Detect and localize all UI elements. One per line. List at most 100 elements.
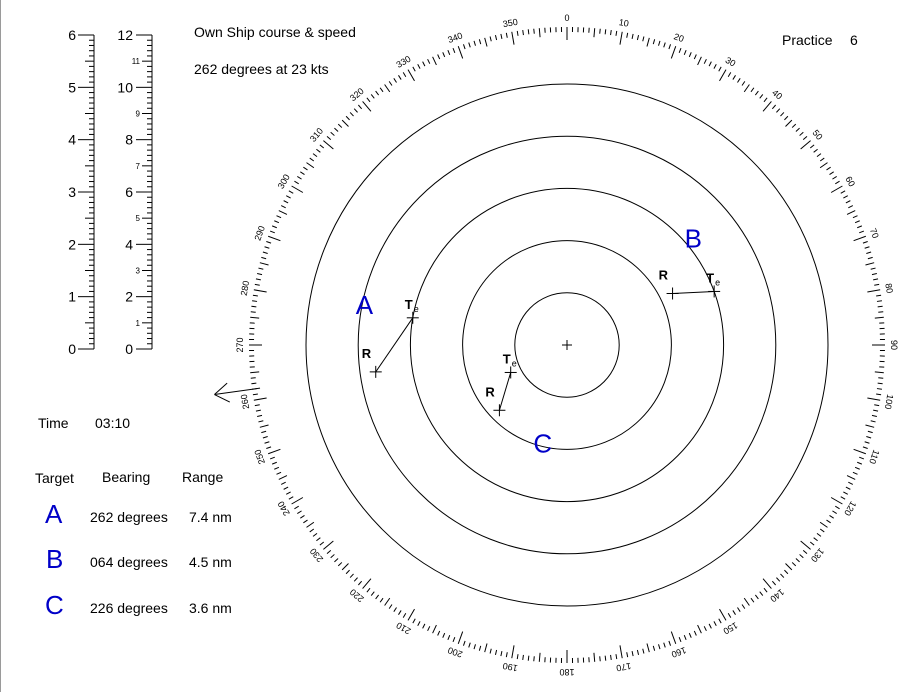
bearing-label: 180 (559, 667, 574, 677)
left-scale-label: 0 (68, 341, 76, 357)
bearing-tick (846, 210, 856, 215)
bearing-tick (866, 251, 872, 254)
bearing-tick (268, 235, 281, 242)
bearing-tick (288, 496, 294, 500)
bearing-tick (870, 420, 876, 423)
bearing-tick (813, 537, 818, 542)
row-c-target: C (45, 590, 64, 620)
target-b-te-subscript: e (715, 277, 720, 287)
own-ship-label: Own Ship course & speed (194, 24, 356, 40)
bearing-tick (323, 540, 334, 550)
bearing-tick (379, 87, 384, 93)
bearing-tick (312, 153, 318, 158)
bearing-tick (375, 594, 380, 600)
bearing-tick (252, 393, 258, 396)
bearing-tick (393, 78, 397, 83)
bearing-tick (478, 645, 482, 651)
bearing-tick (266, 240, 272, 244)
bearing-tick (835, 505, 840, 510)
bearing-tick (799, 554, 804, 559)
bearing-tick (848, 481, 854, 485)
bearing-label: 340 (446, 30, 464, 45)
bearing-tick (457, 631, 464, 644)
bearing-tick (264, 441, 270, 444)
bearing-tick (250, 316, 260, 319)
bearing-tick (876, 393, 882, 396)
bearing-tick (447, 635, 451, 641)
bearing-tick (255, 409, 261, 412)
bearing-tick (252, 300, 258, 302)
bearing-tick (334, 127, 339, 132)
heading-arrow-shaft (214, 387, 261, 396)
bearing-label: 40 (770, 87, 784, 101)
bearing-tick (743, 597, 750, 606)
bearing-tick (835, 180, 840, 185)
row-c-bearing: 226 degrees (90, 600, 168, 616)
bearing-tick (388, 81, 393, 86)
bearing-label: 140 (768, 587, 786, 604)
bearing-tick (280, 205, 286, 209)
bearing-tick (771, 580, 777, 586)
bearing-tick (862, 240, 868, 244)
bearing-tick (407, 69, 415, 82)
right-scale-label: 4 (125, 236, 133, 252)
bearing-tick (800, 540, 811, 550)
bearing-tick (865, 262, 875, 266)
row-c-range: 3.6 nm (189, 600, 232, 616)
bearing-tick (604, 29, 607, 35)
bearing-tick (402, 72, 407, 77)
left-scale-label: 2 (68, 236, 76, 252)
bearing-tick (362, 101, 372, 112)
right-scale-label: 12 (117, 27, 133, 43)
bearing-tick (432, 624, 437, 634)
bearing-label: 300 (276, 172, 292, 190)
bearing-label: 190 (502, 661, 519, 673)
bearing-tick (300, 515, 305, 519)
bearing-tick (258, 420, 264, 423)
bearing-tick (830, 185, 843, 193)
own-ship-course-speed: 262 degrees at 23 kts (194, 61, 329, 77)
bearing-tick (319, 541, 325, 546)
bearing-tick (776, 577, 781, 582)
bearing-label: 10 (618, 17, 630, 29)
bearing-tick (859, 230, 865, 234)
bearing-tick (703, 626, 707, 632)
bearing-tick (713, 63, 717, 69)
bearing-tick (527, 655, 530, 661)
bearing-label: 330 (394, 54, 412, 70)
bearing-tick (462, 640, 466, 646)
target-b-r-label: R (659, 268, 669, 283)
bearing-tick (452, 637, 456, 643)
bearing-tick (727, 613, 732, 618)
bearing-tick (274, 466, 280, 470)
bearing-tick (873, 409, 879, 412)
left-scale-label: 4 (68, 132, 76, 148)
bearing-tick (646, 37, 650, 47)
bearing-tick (516, 30, 519, 36)
bearing-tick (843, 195, 849, 199)
bearing-tick (663, 642, 666, 648)
bearing-tick (762, 578, 772, 589)
bearing-tick (306, 162, 315, 169)
bearing-tick (826, 519, 831, 524)
bearing-tick (878, 377, 884, 379)
bearing-tick (843, 491, 849, 495)
bearing-tick (269, 230, 275, 234)
bearing-label: 30 (724, 55, 738, 69)
bearing-tick (631, 651, 634, 657)
bearing-tick (516, 654, 519, 660)
bearing-tick (668, 44, 672, 50)
bearing-tick (737, 78, 741, 83)
bearing-tick (312, 532, 318, 537)
bearing-tick (864, 246, 870, 249)
bearing-tick (505, 32, 508, 38)
bearing-tick (250, 311, 256, 313)
range-ring (409, 187, 725, 503)
bearing-tick (264, 246, 270, 249)
bearing-tick (473, 644, 476, 650)
bearing-tick (468, 42, 471, 48)
bearing-tick (271, 461, 277, 465)
bearing-tick (330, 131, 335, 136)
bearing-label: 170 (616, 661, 633, 673)
bearing-tick (610, 654, 612, 660)
